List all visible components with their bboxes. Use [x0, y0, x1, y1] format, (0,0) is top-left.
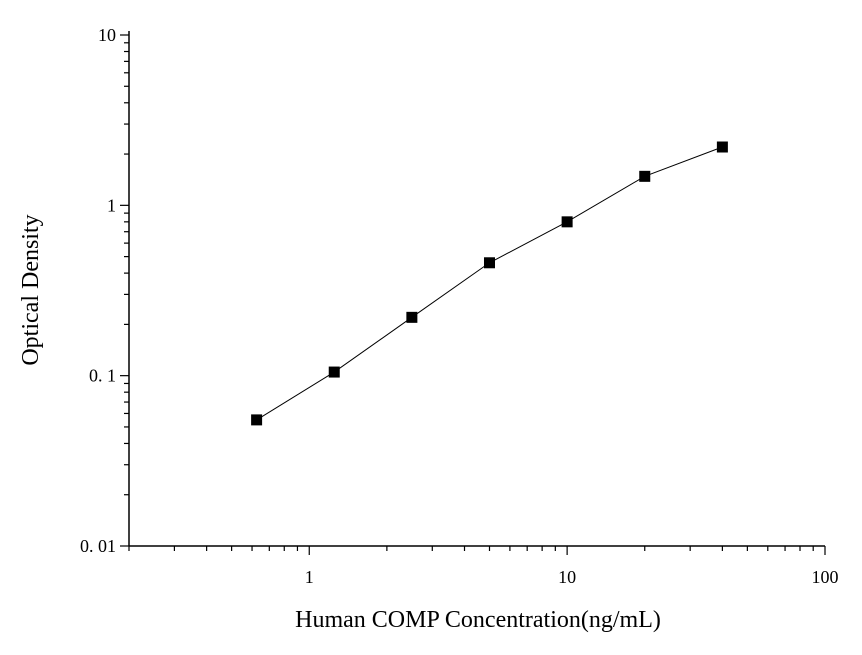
data-point-square: [561, 216, 573, 228]
axes: [128, 31, 825, 547]
data-point-square: [483, 257, 495, 269]
x-axis-tick-labels: 1 10 100: [305, 567, 839, 587]
y-tick-label: 1: [107, 195, 116, 215]
data-point-square: [328, 366, 340, 378]
data-point-square: [406, 311, 418, 323]
y-tick-label: 0. 01: [80, 536, 116, 556]
y-axis-ticks: [120, 34, 129, 547]
y-axis-tick-labels: 0. 01 0. 1 1 10: [80, 25, 116, 556]
data-point-square: [639, 170, 651, 182]
x-axis-ticks: [128, 546, 826, 555]
data-point-square: [251, 414, 263, 426]
x-tick-label: 1: [305, 567, 314, 587]
x-axis-title: Human COMP Concentration(ng/mL): [295, 607, 661, 633]
y-axis-title: Optical Density: [18, 214, 44, 365]
y-tick-label: 10: [98, 25, 116, 45]
data-point-square: [716, 141, 728, 153]
x-tick-label: 100: [812, 567, 839, 587]
y-tick-label: 0. 1: [89, 366, 116, 386]
fitted-line: [256, 146, 723, 421]
data-points: [251, 141, 728, 426]
fitted-curve: [256, 146, 723, 421]
x-tick-label: 10: [558, 567, 576, 587]
